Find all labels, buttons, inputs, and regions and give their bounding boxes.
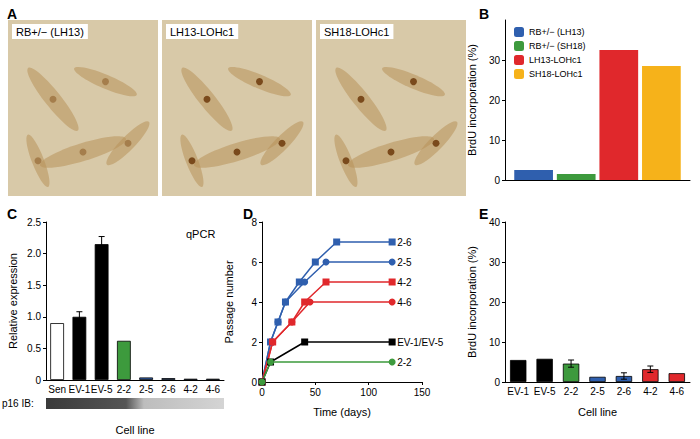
- svg-text:Sen: Sen: [48, 384, 66, 395]
- svg-text:RB+/− (SH18): RB+/− (SH18): [529, 41, 586, 51]
- svg-text:4-2: 4-2: [183, 384, 198, 395]
- svg-text:1.5: 1.5: [27, 280, 41, 291]
- svg-text:2-5: 2-5: [139, 384, 154, 395]
- svg-text:8: 8: [251, 216, 257, 228]
- svg-text:BrdU incorporation (%): BrdU incorporation (%): [466, 44, 478, 156]
- svg-text:Relative expression: Relative expression: [7, 253, 19, 349]
- svg-text:10: 10: [489, 135, 501, 146]
- svg-text:EV-1/EV-5: EV-1/EV-5: [397, 337, 444, 348]
- svg-text:SH18-LOHc1: SH18-LOHc1: [324, 26, 389, 38]
- svg-text:20: 20: [489, 297, 501, 308]
- svg-text:Time (days): Time (days): [313, 406, 371, 418]
- svg-text:4: 4: [251, 297, 257, 308]
- svg-text:50: 50: [310, 387, 322, 398]
- svg-text:0: 0: [35, 375, 41, 386]
- svg-text:qPCR: qPCR: [186, 228, 215, 240]
- svg-text:0: 0: [494, 377, 500, 388]
- svg-text:4-2: 4-2: [397, 277, 412, 288]
- svg-text:EV-5: EV-5: [534, 386, 556, 397]
- svg-text:100: 100: [360, 387, 377, 398]
- svg-text:A: A: [7, 6, 17, 22]
- svg-text:D: D: [243, 206, 253, 222]
- svg-text:E: E: [479, 206, 488, 222]
- svg-text:10: 10: [489, 337, 501, 348]
- svg-text:C: C: [7, 206, 17, 222]
- svg-text:EV-5: EV-5: [91, 384, 113, 395]
- svg-text:RB+/− (LH13): RB+/− (LH13): [16, 26, 84, 38]
- svg-text:4-6: 4-6: [206, 384, 221, 395]
- svg-text:EV-1: EV-1: [507, 386, 529, 397]
- svg-text:LH13-LOHc1: LH13-LOHc1: [170, 26, 234, 38]
- svg-text:2-5: 2-5: [397, 257, 412, 268]
- svg-text:p16 IB:: p16 IB:: [2, 398, 34, 409]
- svg-text:2-6: 2-6: [161, 384, 176, 395]
- svg-text:2-2: 2-2: [397, 357, 412, 368]
- svg-text:LH13-LOHc1: LH13-LOHc1: [529, 55, 582, 65]
- svg-text:0.5: 0.5: [27, 343, 41, 354]
- svg-text:Cell line: Cell line: [578, 406, 617, 418]
- svg-text:2-6: 2-6: [397, 237, 412, 248]
- svg-text:4-6: 4-6: [670, 386, 685, 397]
- svg-text:1.0: 1.0: [27, 311, 41, 322]
- svg-text:0: 0: [494, 175, 500, 186]
- svg-text:Passage number: Passage number: [223, 260, 235, 343]
- svg-text:2-5: 2-5: [590, 386, 605, 397]
- svg-text:20: 20: [489, 95, 501, 106]
- svg-text:BrdU incorporation (%): BrdU incorporation (%): [466, 246, 478, 358]
- svg-text:EV-1: EV-1: [69, 384, 91, 395]
- svg-text:B: B: [479, 6, 489, 22]
- svg-text:RB+/− (LH13): RB+/− (LH13): [529, 27, 585, 37]
- svg-text:2.5: 2.5: [27, 217, 41, 228]
- svg-text:2-6: 2-6: [617, 386, 632, 397]
- svg-text:2-2: 2-2: [564, 386, 579, 397]
- svg-text:150: 150: [414, 387, 431, 398]
- svg-text:30: 30: [489, 257, 501, 268]
- svg-text:2: 2: [251, 337, 257, 348]
- svg-text:SH18-LOHc1: SH18-LOHc1: [529, 69, 583, 79]
- svg-text:2.0: 2.0: [27, 248, 41, 259]
- svg-text:4-6: 4-6: [397, 297, 412, 308]
- svg-text:6: 6: [251, 257, 257, 268]
- svg-text:Cell line: Cell line: [115, 424, 154, 436]
- svg-text:40: 40: [489, 217, 501, 228]
- svg-text:4-2: 4-2: [643, 386, 658, 397]
- svg-text:30: 30: [489, 55, 501, 66]
- svg-text:0: 0: [251, 377, 257, 388]
- svg-text:0: 0: [259, 387, 265, 398]
- svg-text:2-2: 2-2: [117, 384, 132, 395]
